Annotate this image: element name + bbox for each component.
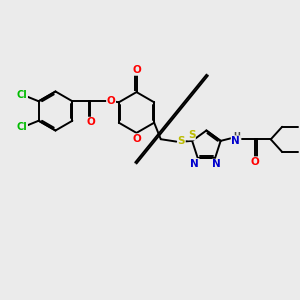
Text: O: O xyxy=(251,157,260,167)
Text: Cl: Cl xyxy=(17,122,28,132)
Text: S: S xyxy=(188,130,195,140)
Text: O: O xyxy=(132,65,141,75)
Text: N: N xyxy=(231,136,240,146)
Text: O: O xyxy=(86,117,95,127)
Text: H: H xyxy=(234,132,241,141)
Text: N: N xyxy=(212,159,221,169)
Text: O: O xyxy=(132,134,141,144)
Text: S: S xyxy=(178,136,185,146)
Text: N: N xyxy=(190,159,199,169)
Text: Cl: Cl xyxy=(17,90,28,100)
Text: O: O xyxy=(107,96,116,106)
